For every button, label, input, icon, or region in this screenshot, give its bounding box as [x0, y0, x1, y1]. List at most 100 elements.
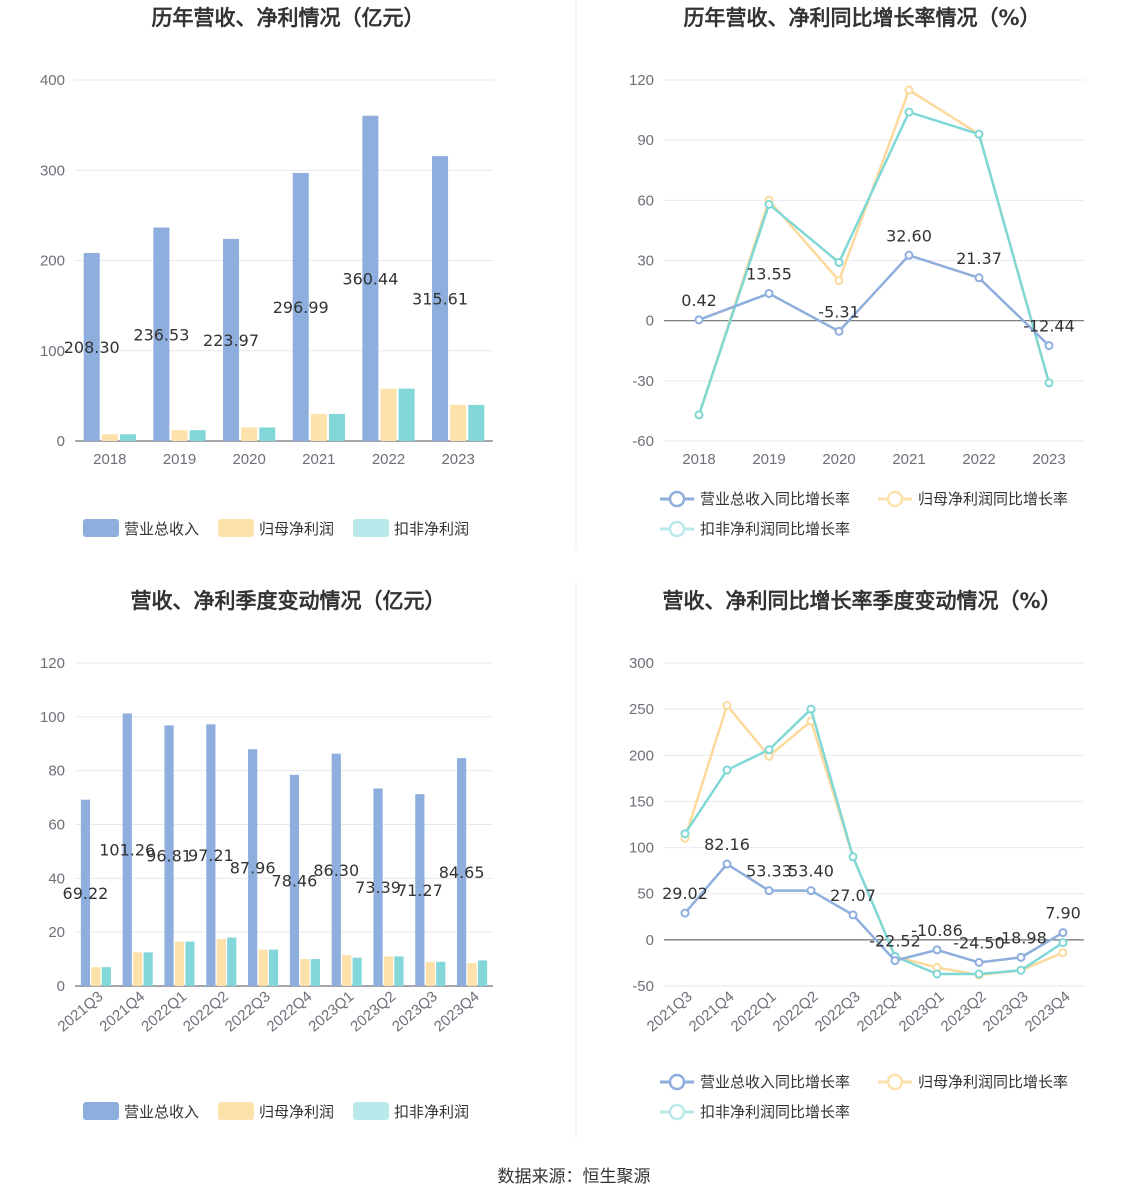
chart2-point-revenue-growth[interactable] [1044, 341, 1054, 351]
legend-marker-q-net-growth[interactable] [886, 1073, 904, 1091]
chart4-point-revenue-growth[interactable] [932, 945, 942, 955]
legend-swatch-q-revenue[interactable] [83, 1102, 119, 1120]
chart1-bar-deducted-profit[interactable] [468, 404, 485, 441]
chart1-bar-net-profit[interactable] [171, 430, 188, 441]
chart3-bar-net-profit[interactable] [258, 949, 268, 986]
chart1-bar-net-profit[interactable] [310, 413, 327, 441]
chart4-point-revenue-growth[interactable] [974, 957, 984, 967]
legend-marker-q-deducted-growth[interactable] [668, 1103, 686, 1121]
chart4-point-net-growth[interactable] [722, 700, 732, 710]
chart4-point-deducted-growth[interactable] [722, 765, 732, 775]
chart2-point-revenue-growth[interactable] [904, 250, 914, 260]
chart3-bar-deducted-profit[interactable] [268, 949, 279, 986]
legend-label-q-revenue-growth[interactable]: 营业总收入同比增长率 [700, 1073, 850, 1091]
chart2-line-deducted-growth[interactable] [697, 110, 1051, 416]
chart4-point-revenue-growth[interactable] [848, 910, 858, 920]
chart1-bar-deducted-profit[interactable] [259, 427, 276, 441]
chart2-point-deducted-growth[interactable] [974, 129, 984, 139]
chart3-bar-deducted-profit[interactable] [477, 960, 488, 986]
chart2-point-deducted-growth[interactable] [904, 107, 914, 117]
chart3-bar-revenue[interactable] [248, 749, 258, 986]
chart1-bar-revenue[interactable] [223, 238, 240, 441]
legend-swatch-q-net-profit[interactable] [218, 1102, 254, 1120]
chart1-bar-deducted-profit[interactable] [398, 388, 415, 441]
legend-swatch-net-profit[interactable] [218, 519, 254, 537]
legend-swatch-q-deducted-profit[interactable] [353, 1102, 389, 1120]
chart3-bar-revenue[interactable] [373, 788, 383, 986]
legend-label-q-deducted-profit[interactable]: 扣非净利润 [394, 1103, 469, 1121]
legend-label-revenue[interactable]: 营业总收入 [124, 520, 199, 538]
chart4-line-deducted-growth[interactable] [683, 706, 1064, 976]
chart1-bar-net-profit[interactable] [380, 388, 397, 441]
chart1-bar-revenue[interactable] [153, 227, 170, 441]
chart4-point-deducted-growth[interactable] [806, 704, 816, 714]
chart3-bar-revenue[interactable] [80, 799, 91, 986]
chart1-bar-deducted-profit[interactable] [328, 413, 345, 441]
chart1-bar-revenue[interactable] [83, 253, 100, 441]
legend-marker-net-growth[interactable] [886, 490, 904, 508]
chart4-point-deducted-growth[interactable] [764, 745, 774, 755]
chart3-bar-deducted-profit[interactable] [436, 961, 446, 986]
legend-label-q-net-profit[interactable]: 归母净利润 [259, 1103, 334, 1121]
chart2-point-revenue-growth[interactable] [764, 288, 774, 298]
chart2-line-revenue-growth[interactable] [698, 253, 1050, 347]
legend-label-net-growth[interactable]: 归母净利润同比增长率 [918, 490, 1068, 508]
chart3-bar-revenue[interactable] [331, 753, 341, 986]
chart4-point-net-growth[interactable] [1058, 948, 1068, 958]
chart4-point-deducted-growth[interactable] [1016, 965, 1026, 975]
chart3-bar-net-profit[interactable] [91, 967, 101, 986]
chart1-bar-net-profit[interactable] [450, 404, 467, 441]
chart2-point-deducted-growth[interactable] [1044, 378, 1054, 388]
chart3-bar-deducted-profit[interactable] [185, 941, 195, 986]
legend-label-deducted-growth[interactable]: 扣非净利润同比增长率 [700, 520, 850, 538]
chart3-bar-net-profit[interactable] [174, 941, 185, 986]
chart1-bar-net-profit[interactable] [101, 434, 118, 441]
legend-marker-q-revenue-growth[interactable] [668, 1073, 686, 1091]
chart3-bar-revenue[interactable] [457, 758, 467, 986]
chart1-bar-net-profit[interactable] [241, 427, 258, 441]
chart4-point-deducted-growth[interactable] [1058, 938, 1068, 948]
chart4-point-revenue-growth[interactable] [680, 908, 690, 918]
chart3-bar-net-profit[interactable] [133, 952, 143, 986]
chart4-point-revenue-growth[interactable] [764, 886, 774, 896]
legend-marker-deducted-growth[interactable] [668, 520, 686, 538]
legend-swatch-revenue[interactable] [83, 519, 119, 537]
legend-swatch-deducted-profit[interactable] [353, 519, 389, 537]
legend-label-q-revenue[interactable]: 营业总收入 [124, 1103, 199, 1121]
legend-label-revenue-growth[interactable]: 营业总收入同比增长率 [700, 490, 850, 508]
chart3-bar-net-profit[interactable] [216, 938, 226, 986]
chart2-point-deducted-growth[interactable] [694, 410, 704, 420]
chart1-bar-deducted-profit[interactable] [189, 430, 206, 441]
chart3-bar-deducted-profit[interactable] [227, 937, 237, 986]
legend-label-net-profit[interactable]: 归母净利润 [259, 520, 334, 538]
chart4-point-revenue-growth[interactable] [1058, 928, 1068, 938]
chart2-point-revenue-growth[interactable] [694, 315, 704, 325]
chart3-bar-net-profit[interactable] [342, 955, 352, 986]
chart4-line-revenue-growth[interactable] [684, 862, 1064, 964]
chart1-bar-revenue[interactable] [432, 156, 449, 441]
chart3-bar-revenue[interactable] [122, 713, 132, 986]
chart3-bar-revenue[interactable] [164, 725, 174, 986]
chart2-point-deducted-growth[interactable] [764, 199, 774, 209]
chart4-point-deducted-growth[interactable] [974, 969, 984, 979]
chart3-bar-revenue[interactable] [289, 774, 300, 986]
chart3-bar-revenue[interactable] [415, 794, 425, 986]
chart3-bar-net-profit[interactable] [467, 963, 477, 986]
chart4-point-revenue-growth[interactable] [1016, 952, 1026, 962]
chart2-point-revenue-growth[interactable] [974, 273, 984, 283]
chart4-point-revenue-growth[interactable] [890, 956, 900, 966]
legend-label-q-deducted-growth[interactable]: 扣非净利润同比增长率 [700, 1103, 850, 1121]
chart4-point-deducted-growth[interactable] [848, 852, 858, 862]
chart1-bar-revenue[interactable] [292, 172, 309, 441]
chart4-point-revenue-growth[interactable] [806, 886, 816, 896]
chart3-bar-deducted-profit[interactable] [352, 957, 362, 986]
chart4-point-deducted-growth[interactable] [932, 969, 942, 979]
chart2-point-net-growth[interactable] [834, 276, 844, 286]
chart3-bar-deducted-profit[interactable] [143, 952, 153, 986]
chart3-bar-net-profit[interactable] [425, 961, 435, 986]
chart2-point-net-growth[interactable] [904, 85, 914, 95]
chart1-bar-deducted-profit[interactable] [119, 434, 136, 441]
chart3-bar-net-profit[interactable] [383, 956, 394, 986]
chart2-point-deducted-growth[interactable] [834, 258, 844, 268]
chart3-bar-deducted-profit[interactable] [101, 967, 111, 986]
